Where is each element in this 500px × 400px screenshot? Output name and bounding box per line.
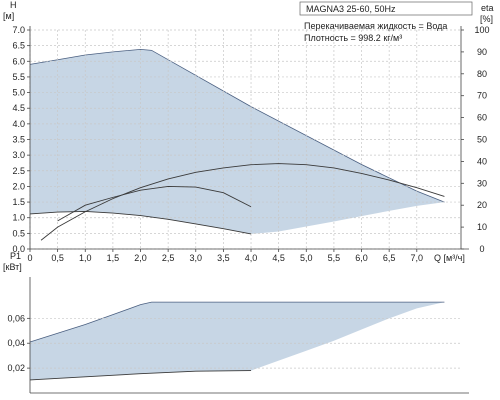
- model-label-box: [299, 1, 473, 16]
- head-y2-tick-label-6: 60: [477, 113, 487, 123]
- power-series-0-line: [29, 370, 252, 381]
- head-y2-tick-label-5: 50: [477, 135, 487, 145]
- head-x-tick-label-9: 4,5: [272, 253, 285, 263]
- head-y-tick-label-9: 4.5: [12, 103, 25, 113]
- head-y2-tick-label-9: 90: [477, 47, 487, 57]
- head-x-tick-label-8: 4,0: [245, 253, 258, 263]
- head-y-tick-label-1: 0.5: [12, 228, 25, 238]
- head-y2-tick-label-8: 80: [477, 69, 487, 79]
- head-envelope-max-curve: [29, 48, 445, 203]
- density-note: Плотность = 998.2 кг/м³: [304, 33, 402, 43]
- head-x-tick-label-7: 3,5: [217, 253, 230, 263]
- head-y-tick-label-8: 4.0: [12, 119, 25, 129]
- head-y2-tick-label-10: 100: [474, 25, 489, 35]
- head-y-axis-unit: [м]: [3, 11, 14, 21]
- head-y-tick-label-12: 6.0: [12, 56, 25, 66]
- head-y-tick-label-2: 1.0: [12, 213, 25, 223]
- head-y-tick-label-3: 1.5: [12, 197, 25, 207]
- head-y-tick-label-0: 0.0: [12, 244, 25, 254]
- head-series-1-line: [57, 185, 252, 222]
- head-y-tick-label-7: 3.5: [12, 135, 25, 145]
- head-y-tick-label-6: 3.0: [12, 150, 25, 160]
- head-y2-tick-label-1: 10: [477, 222, 487, 232]
- head-y-tick-label-11: 5.5: [12, 72, 25, 82]
- head-x-tick-label-11: 5,5: [328, 253, 341, 263]
- head-y-tick-label-14: 7.0: [12, 25, 25, 35]
- fluid-note: Перекачиваемая жидкость = Вода: [304, 21, 447, 31]
- head-x-tick-label-12: 6,0: [355, 253, 368, 263]
- head-x-tick-label-4: 2,0: [134, 253, 147, 263]
- head-y-tick-label-4: 2.0: [12, 181, 25, 191]
- power-operating-envelope: [30, 302, 445, 380]
- head-y2-tick-label-0: 0: [479, 244, 484, 254]
- head-x-tick-label-14: 7,0: [411, 253, 424, 263]
- power-panel: 0,02 0,04 0,06 P1[кВт]: [3, 251, 469, 394]
- head-x-tick-label-3: 1,5: [107, 253, 120, 263]
- head-y-tick-label-5: 2.5: [12, 166, 25, 176]
- power-y-axis-unit: [кВт]: [3, 262, 22, 272]
- head-y-tick-label-10: 5.0: [12, 88, 25, 98]
- head-y-axis-label: H: [10, 0, 17, 10]
- head-y2-tick-label-3: 30: [477, 178, 487, 188]
- head-y2-tick-label-4: 40: [477, 156, 487, 166]
- power-y-tick-label-1: 0,04: [7, 338, 25, 348]
- head-y2-tick-label-7: 70: [477, 91, 487, 101]
- head-series-0-line: [29, 211, 252, 235]
- head-x-tick-label-0: 0: [27, 253, 32, 263]
- head-x-tick-label-13: 6,5: [383, 253, 396, 263]
- head-x-tick-label-6: 3,0: [190, 253, 203, 263]
- power-envelope-max-curve: [29, 301, 445, 343]
- head-y2-axis-unit: [%]: [480, 14, 493, 24]
- model-label: MAGNA3 25-60, 50Hz: [306, 4, 396, 14]
- head-x-tick-label-1: 0,5: [51, 253, 64, 263]
- head-series-2-line: [40, 163, 445, 241]
- head-y2-tick-label-2: 20: [477, 200, 487, 210]
- head-x-axis-label: Q [м³/ч]: [434, 253, 465, 263]
- head-operating-envelope: [30, 49, 445, 234]
- power-y-tick-label-0: 0,02: [7, 363, 25, 373]
- head-x-tick-label-5: 2,5: [162, 253, 175, 263]
- head-y-tick-label-13: 6.5: [12, 41, 25, 51]
- head-panel: 0.0 0.5 1.0 1.5 2.0 2.5 3.0 3.5 4.0 4.5 5.0 5.5 6.0 6…: [3, 0, 494, 263]
- head-y2-axis-label: eta: [481, 3, 494, 13]
- head-x-tick-label-10: 5,0: [300, 253, 313, 263]
- power-y-axis-label: P1: [10, 251, 21, 261]
- head-x-tick-label-2: 1,0: [79, 253, 92, 263]
- power-y-tick-label-2: 0,06: [7, 313, 25, 323]
